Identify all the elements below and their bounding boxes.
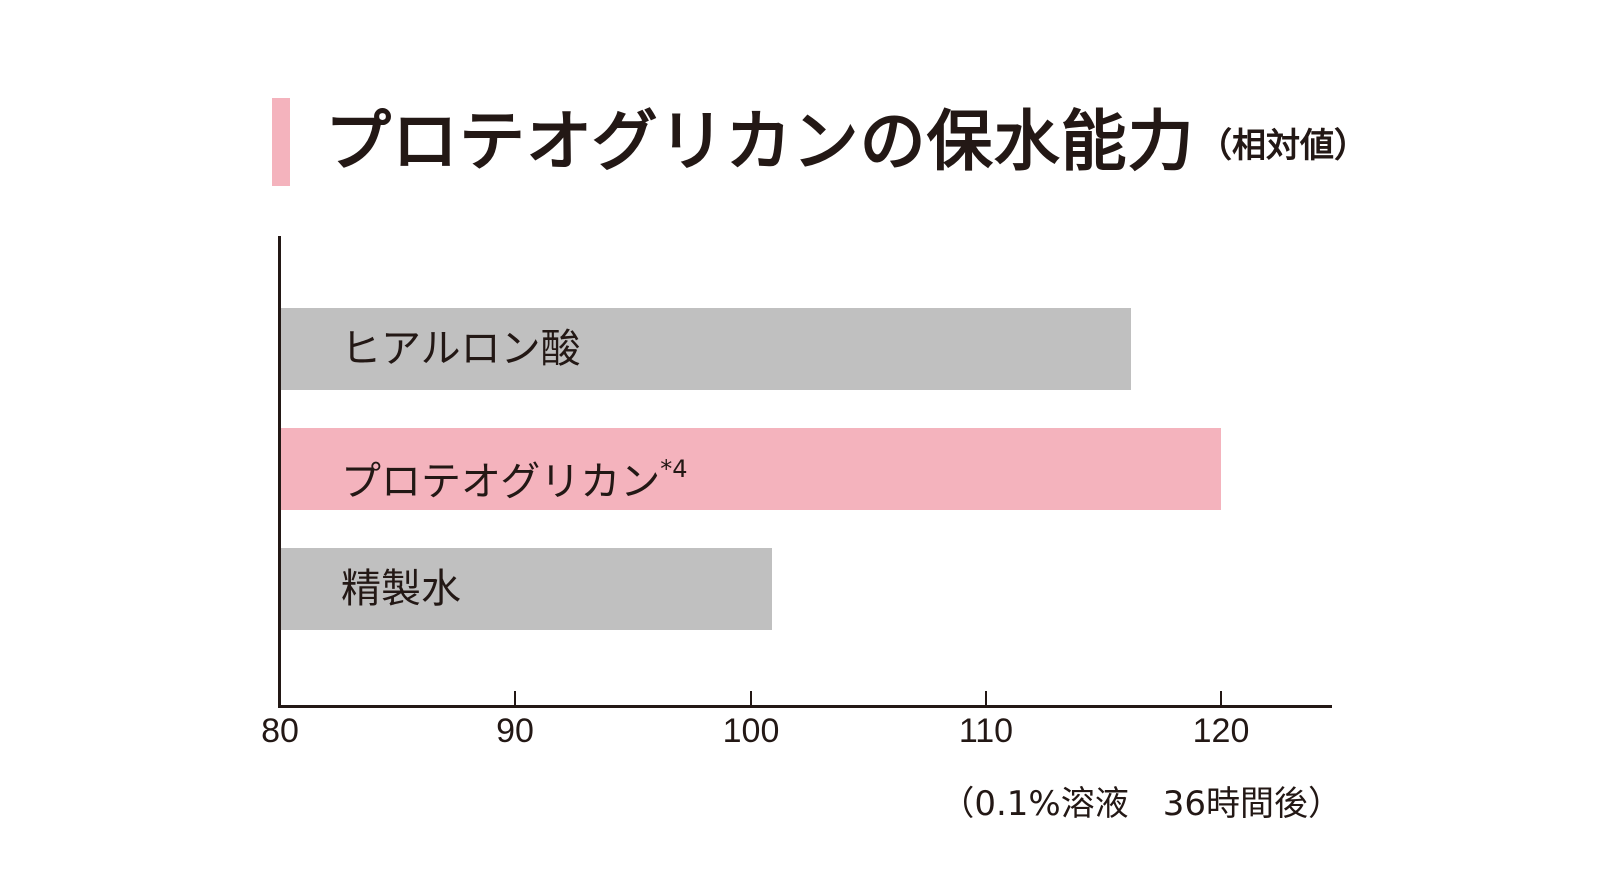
tick-label: 80	[261, 712, 299, 750]
bar-label: プロテオグリカン*4	[341, 455, 688, 505]
tick-mark	[750, 691, 752, 706]
tick-mark	[279, 691, 281, 706]
title-accent-bar	[272, 98, 290, 186]
tick-label: 110	[958, 712, 1014, 750]
bar-purified-water: 精製水	[281, 548, 772, 630]
tick-label: 120	[1192, 712, 1250, 750]
tick-mark	[985, 691, 987, 706]
y-axis-line	[278, 236, 281, 707]
condition-note: （0.1%溶液 36時間後）	[940, 784, 1342, 824]
x-axis-line	[278, 705, 1332, 708]
tick-label: 100	[722, 712, 780, 750]
footnote-marker: *4	[660, 455, 688, 483]
bar-label: ヒアルロン酸	[341, 326, 581, 372]
bar-proteoglycan: プロテオグリカン*4	[281, 428, 1221, 510]
tick-mark	[514, 691, 516, 706]
bar-hyaluronic-acid: ヒアルロン酸	[281, 308, 1131, 390]
chart-subtitle: （相対値）	[1198, 126, 1368, 166]
tick-mark	[1220, 691, 1222, 706]
chart-title: プロテオグリカンの保水能力	[325, 103, 1195, 180]
bar-label: 精製水	[341, 566, 461, 612]
tick-label: 90	[496, 712, 534, 750]
